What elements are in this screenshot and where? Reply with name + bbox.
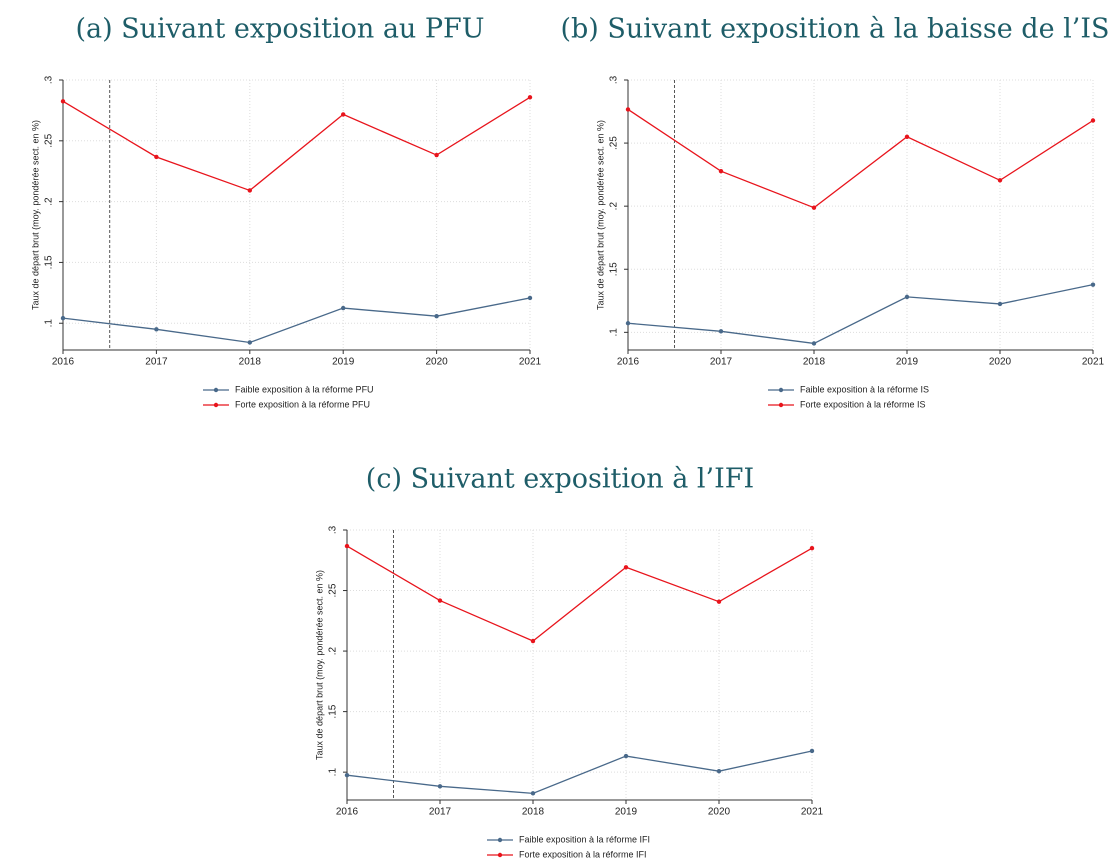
y-tick-label: .3 [609, 75, 620, 84]
legend-label: Faible exposition à la réforme IS [800, 384, 929, 394]
series-line [62, 96, 531, 192]
y-tick-label: .25 [609, 136, 620, 150]
y-axis-label: Taux de départ brut (moy. pondérée sect.… [595, 120, 605, 310]
legend-label: Faible exposition à la réforme PFU [235, 384, 374, 394]
point [623, 753, 629, 759]
legend-label: Faible exposition à la réforme IFI [519, 834, 650, 844]
point [904, 294, 910, 300]
point [718, 329, 724, 334]
point [625, 107, 631, 112]
series-line [62, 297, 531, 344]
y-tick-label: .15 [609, 262, 620, 276]
legend-marker [497, 852, 503, 858]
series-line [627, 284, 1094, 345]
point [809, 748, 815, 754]
point [811, 205, 817, 210]
legend-marker [778, 402, 784, 408]
y-tick-label: .15 [328, 704, 339, 718]
point [716, 768, 722, 774]
x-tick-label: 2021 [519, 357, 542, 368]
x-tick-label: 2018 [522, 807, 545, 818]
x-tick-label: 2017 [429, 807, 452, 818]
point [527, 295, 533, 301]
y-axis-label: Taux de départ brut (moy. pondérée sect.… [30, 120, 40, 310]
x-tick-label: 2016 [617, 357, 640, 368]
point [625, 321, 631, 326]
point [247, 188, 252, 193]
x-tick-label: 2017 [710, 357, 733, 368]
point [997, 301, 1003, 307]
legend-label: Forte exposition à la réforme IFI [519, 849, 647, 859]
point [344, 772, 350, 778]
point [530, 638, 536, 644]
y-tick-label: .1 [44, 319, 55, 328]
point [904, 134, 910, 139]
point [60, 99, 66, 104]
point [716, 599, 722, 604]
x-tick-label: 2020 [708, 807, 731, 818]
y-tick-label: .3 [44, 75, 55, 84]
chart-title: (c) Suivant exposition à l’IFI [366, 464, 754, 495]
point [437, 598, 443, 603]
y-tick-label: .15 [44, 255, 55, 269]
x-tick-label: 2018 [803, 357, 826, 368]
legend-marker [778, 387, 784, 393]
chart-title: (b) Suivant exposition à la baisse de l’… [560, 14, 1109, 45]
y-tick-label: .1 [609, 328, 620, 337]
y-tick-label: .2 [328, 646, 339, 655]
legend-marker [213, 387, 219, 393]
y-tick-label: .2 [609, 202, 620, 211]
point [811, 341, 817, 346]
x-tick-label: 2017 [145, 357, 168, 368]
y-tick-label: .25 [44, 133, 55, 147]
point [60, 315, 66, 321]
legend-label: Forte exposition à la réforme PFU [235, 399, 370, 409]
chart-title: (a) Suivant exposition au PFU [75, 14, 484, 45]
y-tick-label: .1 [328, 768, 339, 777]
point [437, 784, 443, 789]
point [997, 178, 1003, 183]
series-line [627, 108, 1094, 209]
legend-label: Forte exposition à la réforme IS [800, 399, 926, 409]
legend-marker [497, 837, 503, 843]
series-line [346, 750, 813, 795]
point [718, 169, 724, 174]
point [434, 313, 439, 319]
y-tick-label: .3 [328, 525, 339, 534]
x-tick-label: 2019 [896, 357, 919, 368]
x-tick-label: 2021 [801, 807, 824, 818]
x-tick-label: 2018 [239, 357, 262, 368]
point [344, 543, 350, 549]
legend-marker [213, 402, 219, 408]
y-tick-label: .25 [328, 583, 339, 597]
x-tick-label: 2019 [332, 357, 355, 368]
y-axis-label: Taux de départ brut (moy. pondérée sect.… [314, 570, 324, 760]
point [530, 791, 536, 796]
series-line [346, 545, 813, 642]
x-tick-label: 2020 [425, 357, 448, 368]
point [623, 565, 629, 570]
point [341, 305, 346, 311]
point [1090, 282, 1096, 287]
point [154, 327, 159, 332]
point [1090, 118, 1096, 123]
point [809, 545, 815, 551]
y-tick-label: .2 [44, 197, 55, 206]
point [341, 112, 346, 117]
x-tick-label: 2020 [989, 357, 1012, 368]
point [154, 154, 159, 160]
point [527, 95, 533, 100]
x-tick-label: 2019 [615, 807, 638, 818]
x-tick-label: 2016 [336, 807, 359, 818]
point [434, 152, 439, 158]
x-tick-label: 2016 [52, 357, 75, 368]
point [247, 340, 252, 345]
x-tick-label: 2021 [1082, 357, 1105, 368]
